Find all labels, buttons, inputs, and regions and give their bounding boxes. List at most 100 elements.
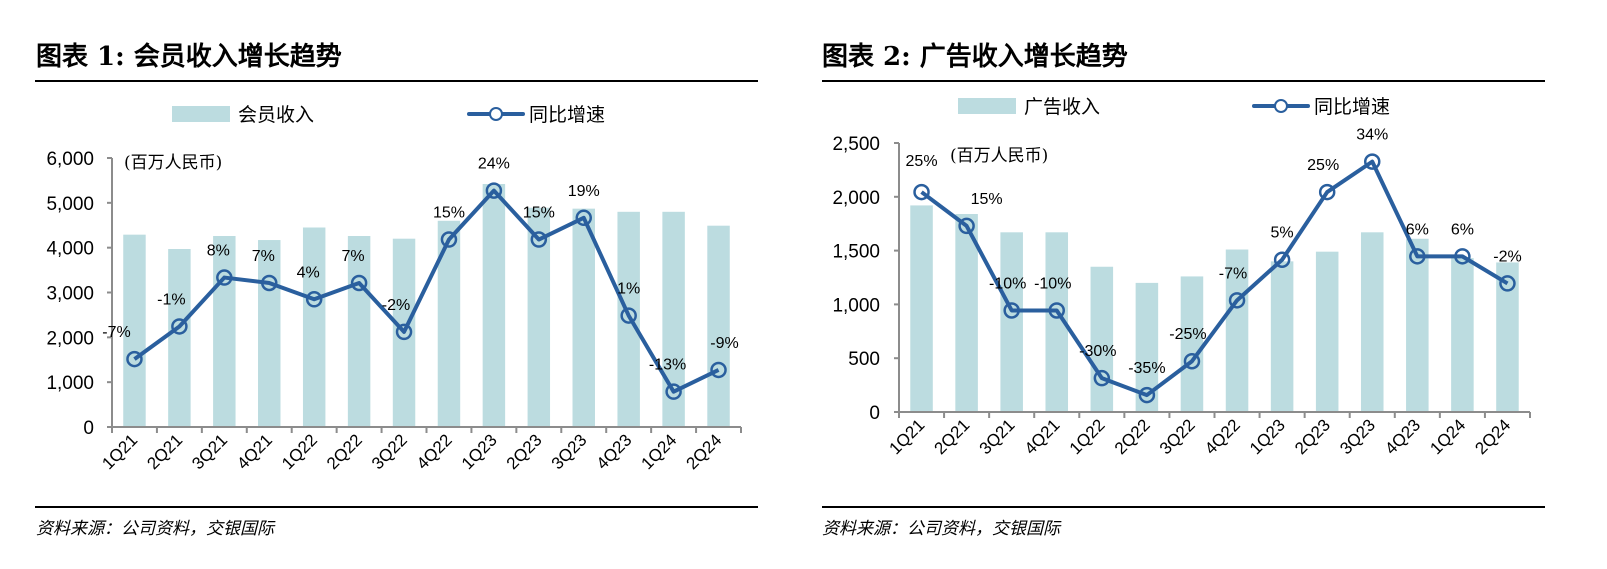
legend-line-label: 同比增速 <box>529 104 606 126</box>
data-label: -1% <box>157 291 185 308</box>
data-label: 8% <box>207 243 230 260</box>
bar <box>168 249 191 427</box>
bar <box>1225 249 1249 412</box>
x-tick-label: 3Q21 <box>188 430 231 473</box>
data-label: -10% <box>1034 275 1071 292</box>
legend-line: 同比增速 <box>1252 92 1390 119</box>
data-label: -13% <box>649 357 686 374</box>
growth-marker <box>575 209 592 227</box>
data-label: -7% <box>102 324 130 341</box>
bar <box>123 234 146 427</box>
growth-marker <box>1499 275 1516 292</box>
x-tick-label: 1Q23 <box>1246 415 1289 458</box>
bar <box>572 208 595 427</box>
chart-title: 图表 1: 会员收入增长趋势 <box>36 42 342 72</box>
y-tick-label: 2,500 <box>832 134 880 155</box>
x-tick-label: 1Q21 <box>98 430 141 473</box>
bar <box>1360 232 1384 412</box>
x-tick-label: 1Q22 <box>278 430 321 473</box>
growth-marker <box>350 274 368 292</box>
x-tick-label: 1Q23 <box>458 430 501 473</box>
source-note: 资料来源：公司资料，交银国际 <box>822 519 1060 539</box>
bar <box>662 211 685 427</box>
source-note: 资料来源：公司资料，交银国际 <box>36 519 274 539</box>
x-tick-label: 4Q21 <box>1021 415 1064 458</box>
data-label: 5% <box>1271 225 1294 242</box>
source-rule <box>822 506 1545 508</box>
bar <box>1496 262 1519 412</box>
chart-title: 图表 2: 广告收入增长趋势 <box>822 42 1128 72</box>
growth-marker <box>665 383 682 400</box>
title-rule <box>35 80 758 82</box>
growth-marker <box>440 231 458 248</box>
growth-marker <box>1093 369 1111 387</box>
y-tick-label: 0 <box>83 418 94 439</box>
x-tick-label: 2Q21 <box>143 430 186 473</box>
growth-marker <box>261 274 278 292</box>
unit-label: (百万人民币) <box>124 153 222 173</box>
data-label: 15% <box>971 191 1003 208</box>
growth-marker <box>1273 251 1291 268</box>
growth-line <box>920 159 1509 398</box>
x-tick-label: 1Q21 <box>886 415 929 458</box>
growth-marker <box>1228 292 1246 309</box>
x-tick-label: 3Q23 <box>1336 415 1379 458</box>
growth-marker <box>1003 302 1020 319</box>
data-label: 15% <box>523 205 555 222</box>
y-tick-label: 2,000 <box>832 188 880 209</box>
growth-marker <box>126 350 143 368</box>
growth-marker <box>216 269 233 286</box>
growth-marker <box>171 318 188 335</box>
bar <box>1045 232 1069 412</box>
growth-marker <box>530 231 548 248</box>
data-label: 34% <box>1356 127 1388 144</box>
data-label: -35% <box>1128 360 1165 377</box>
y-tick-label: 0 <box>869 403 880 424</box>
bar <box>213 236 236 427</box>
x-tick-label: 2Q22 <box>323 430 366 473</box>
growth-marker <box>913 183 930 201</box>
data-label: -25% <box>1169 326 1206 343</box>
x-tick-label: 3Q22 <box>368 430 411 473</box>
unit-label: (百万人民币) <box>950 146 1048 166</box>
growth-marker <box>620 307 637 324</box>
data-label: 7% <box>342 248 365 265</box>
y-tick-label: 3,000 <box>46 284 94 305</box>
x-tick-label: 2Q23 <box>1291 415 1334 458</box>
growth-marker <box>710 361 727 379</box>
growth-marker <box>1138 386 1156 404</box>
growth-marker <box>958 217 975 235</box>
y-tick-label: 2,000 <box>46 328 94 349</box>
y-tick-label: 5,000 <box>46 194 94 215</box>
bar <box>1451 258 1474 412</box>
growth-marker <box>1183 352 1201 370</box>
bar <box>910 205 933 412</box>
growth-marker <box>1318 183 1336 201</box>
data-label: 6% <box>1451 221 1474 238</box>
x-tick-label: 4Q22 <box>413 430 456 473</box>
legend-bar-swatch <box>172 105 230 122</box>
data-label: 6% <box>1406 221 1429 238</box>
data-label: -9% <box>710 335 738 352</box>
growth-marker <box>305 291 323 308</box>
legend-bar-label: 广告收入 <box>1024 96 1101 118</box>
chart-plot: (百万人民币) 0 1,000 2,000 3,000 4,000 5,000 6,000 1… <box>46 149 742 473</box>
x-tick-label: 4Q21 <box>233 430 276 473</box>
x-tick-label: 1Q24 <box>1426 415 1469 458</box>
y-tick-label: 500 <box>848 349 880 370</box>
bar <box>1000 232 1023 412</box>
x-tick-label: 1Q24 <box>638 430 681 473</box>
y-tick-label: 6,000 <box>46 149 94 170</box>
x-tick-label: 3Q21 <box>976 415 1019 458</box>
y-tick-label: 1,000 <box>832 295 880 316</box>
growth-marker <box>485 182 503 199</box>
bar <box>482 184 506 427</box>
data-label: 25% <box>906 153 938 170</box>
data-label: 7% <box>252 248 275 265</box>
x-tick-label: 2Q22 <box>1111 415 1154 458</box>
legend-line: 同比增速 <box>467 100 605 127</box>
bar <box>1270 261 1294 412</box>
x-tick-label: 2Q23 <box>503 430 546 473</box>
data-label: 19% <box>568 183 600 200</box>
data-label: 4% <box>297 264 320 281</box>
